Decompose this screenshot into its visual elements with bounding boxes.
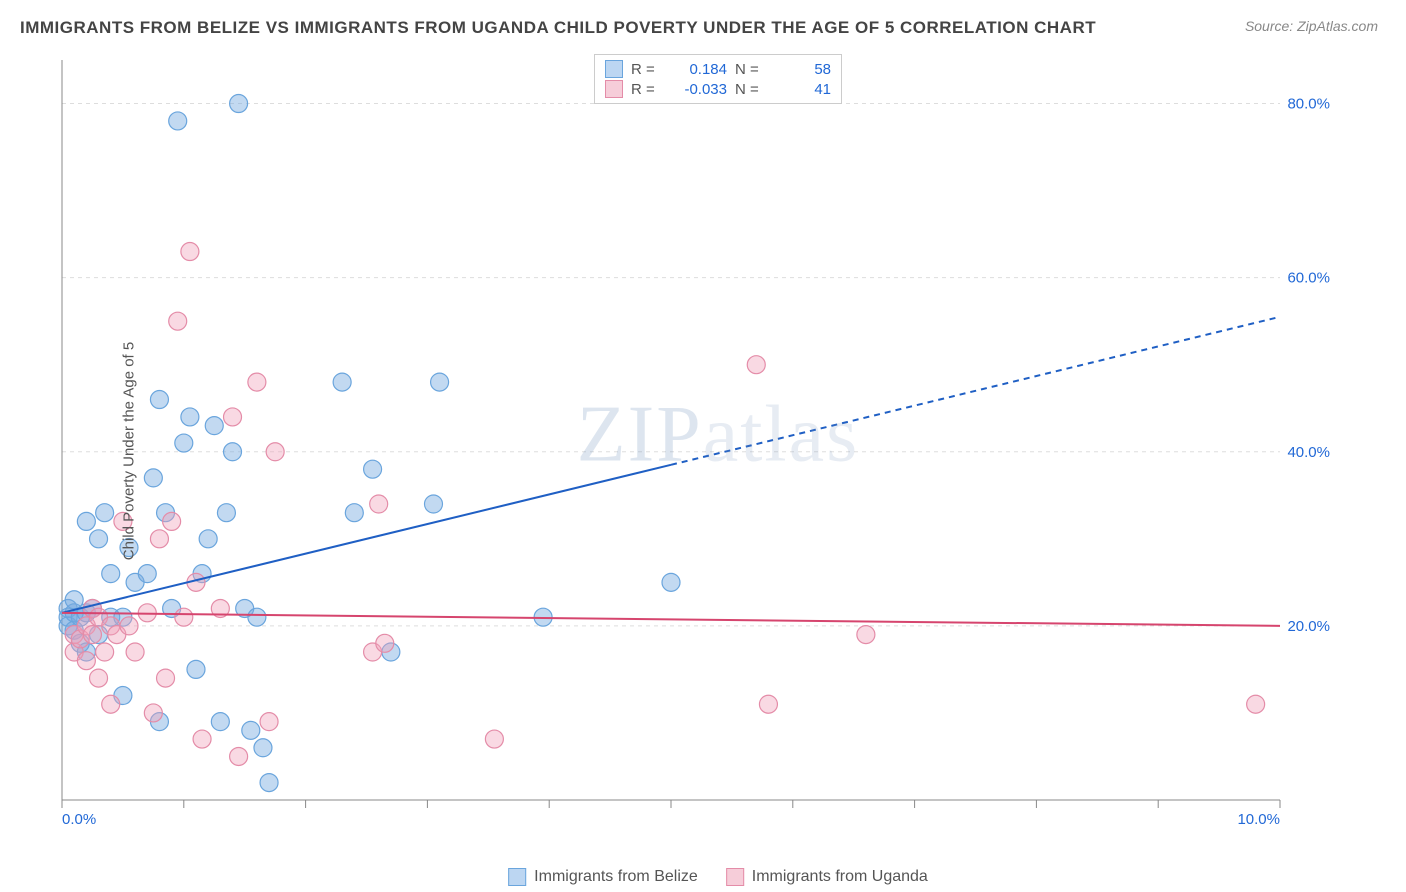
legend-item: Immigrants from Uganda (726, 868, 928, 886)
n-value: 41 (771, 81, 831, 98)
svg-text:10.0%: 10.0% (1237, 811, 1280, 828)
data-point (376, 634, 394, 652)
data-point (138, 565, 156, 583)
r-value: -0.033 (667, 81, 727, 98)
data-point (857, 626, 875, 644)
data-point (370, 495, 388, 513)
data-point (199, 530, 217, 548)
data-point (254, 739, 272, 757)
source-attribution: Source: ZipAtlas.com (1245, 18, 1378, 34)
svg-text:60.0%: 60.0% (1287, 270, 1330, 287)
data-point (126, 643, 144, 661)
data-point (169, 112, 187, 130)
legend-label: Immigrants from Uganda (752, 868, 928, 886)
data-point (333, 373, 351, 391)
data-point (260, 774, 278, 792)
data-point (248, 608, 266, 626)
data-point (260, 713, 278, 731)
data-point (102, 565, 120, 583)
n-label: N = (735, 61, 763, 78)
svg-text:40.0%: 40.0% (1287, 444, 1330, 461)
data-point (1247, 695, 1265, 713)
data-point (224, 443, 242, 461)
legend-label: Immigrants from Belize (534, 868, 698, 886)
data-point (83, 626, 101, 644)
r-label: R = (631, 81, 659, 98)
data-point (181, 408, 199, 426)
data-point (485, 730, 503, 748)
data-point (193, 730, 211, 748)
trend-line-extrapolated (671, 317, 1280, 465)
data-point (181, 243, 199, 261)
data-point (150, 530, 168, 548)
svg-text:20.0%: 20.0% (1287, 618, 1330, 635)
trend-line (62, 613, 1280, 626)
legend-row: R = 0.184 N = 58 (605, 59, 831, 79)
data-point (230, 747, 248, 765)
data-point (242, 721, 260, 739)
svg-text:80.0%: 80.0% (1287, 96, 1330, 113)
data-point (169, 312, 187, 330)
data-point (211, 713, 229, 731)
r-value: 0.184 (667, 61, 727, 78)
data-point (217, 504, 235, 522)
series-legend: Immigrants from Belize Immigrants from U… (508, 868, 928, 886)
n-value: 58 (771, 61, 831, 78)
data-point (424, 495, 442, 513)
data-point (77, 652, 95, 670)
data-point (163, 512, 181, 530)
scatter-plot: 20.0% 40.0% 60.0% 80.0% 0.0% 10.0% (50, 50, 1350, 830)
data-point (224, 408, 242, 426)
data-point (77, 512, 95, 530)
data-point (345, 504, 363, 522)
data-point (144, 469, 162, 487)
legend-swatch-uganda (605, 80, 623, 98)
data-point (90, 669, 108, 687)
data-point (266, 443, 284, 461)
data-point (144, 704, 162, 722)
data-point (187, 660, 205, 678)
data-point (96, 504, 114, 522)
data-point (175, 434, 193, 452)
data-point (175, 608, 193, 626)
data-point (248, 373, 266, 391)
legend-swatch-uganda (726, 868, 744, 886)
data-point (431, 373, 449, 391)
chart-title: IMMIGRANTS FROM BELIZE VS IMMIGRANTS FRO… (20, 18, 1396, 38)
legend-row: R = -0.033 N = 41 (605, 79, 831, 99)
data-point (759, 695, 777, 713)
svg-text:0.0%: 0.0% (62, 811, 96, 828)
data-point (102, 695, 120, 713)
data-point (364, 460, 382, 478)
data-point (747, 356, 765, 374)
data-point (230, 95, 248, 113)
y-axis-label: Child Poverty Under the Age of 5 (121, 342, 138, 560)
chart-area: Child Poverty Under the Age of 5 ZIPatla… (50, 50, 1386, 852)
data-point (96, 643, 114, 661)
n-label: N = (735, 81, 763, 98)
correlation-legend: R = 0.184 N = 58 R = -0.033 N = 41 (594, 54, 842, 104)
data-point (205, 417, 223, 435)
data-point (90, 530, 108, 548)
legend-swatch-belize (508, 868, 526, 886)
data-point (120, 617, 138, 635)
legend-swatch-belize (605, 60, 623, 78)
data-point (150, 391, 168, 409)
legend-item: Immigrants from Belize (508, 868, 698, 886)
r-label: R = (631, 61, 659, 78)
data-point (157, 669, 175, 687)
data-point (662, 573, 680, 591)
